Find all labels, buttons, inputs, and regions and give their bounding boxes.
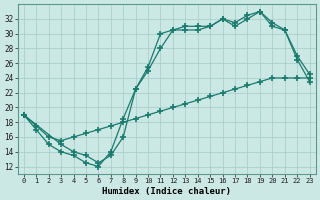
X-axis label: Humidex (Indice chaleur): Humidex (Indice chaleur) — [102, 187, 231, 196]
